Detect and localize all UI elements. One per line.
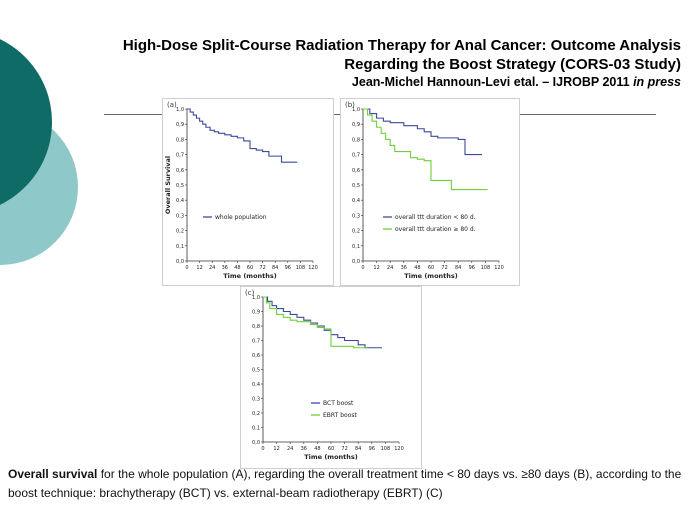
x-tick-label: 96 — [469, 265, 475, 271]
y-tick-label: 0,8 — [252, 324, 260, 330]
survival-chart-c: (c)0,00,10,20,30,40,50,60,70,80,91,00 12 2… — [241, 287, 421, 468]
x-tick-label: 120 — [394, 446, 404, 452]
y-tick-label: 0,4 — [352, 198, 360, 204]
survival-chart-b: (b)0,00,10,20,30,40,50,60,70,80,91,00 12 2… — [341, 99, 519, 285]
y-tick-label: 1,0 — [352, 107, 360, 113]
y-tick-label: 0,2 — [252, 411, 260, 417]
x-tick-label: 84 — [272, 265, 278, 271]
y-tick-label: 0,8 — [352, 137, 360, 143]
y-tick-label: 0,8 — [176, 137, 184, 143]
x-tick-label: 72 — [341, 446, 347, 452]
legend-label: overall ttt duration ≥ 80 d. — [395, 226, 476, 233]
x-tick-label: 12 — [373, 265, 379, 271]
slide-header: High-Dose Split-Course Radiation Therapy… — [123, 36, 681, 91]
x-axis-label: Time (months) — [223, 272, 277, 280]
x-tick-label: 12 — [273, 446, 279, 452]
byline-status: in press — [633, 75, 681, 89]
legend-label: overall ttt duration < 80 d. — [395, 214, 476, 221]
x-tick-label: 72 — [259, 265, 265, 271]
y-tick-label: 0,4 — [252, 382, 260, 388]
x-tick-label: 120 — [494, 265, 504, 271]
y-tick-label: 0,0 — [252, 440, 260, 446]
y-tick-label: 1,0 — [176, 107, 184, 113]
x-tick-label: 96 — [369, 446, 375, 452]
chart-panel-c: (c) 0,0 0,1 0,2 0,3 0,4 0,5 0,6 0,7 0,8 0,9 1,0 0 12 2… — [240, 286, 422, 469]
y-tick-label: 0,6 — [352, 168, 360, 174]
series-line-1 — [263, 297, 382, 348]
decorative-circles — [0, 0, 100, 280]
series-line-2 — [363, 109, 488, 190]
x-tick-label: 0 — [185, 265, 188, 271]
y-tick-label: 0,3 — [352, 213, 360, 219]
x-tick-label: 108 — [296, 265, 306, 271]
x-tick-label: 84 — [455, 265, 461, 271]
x-tick-label: 108 — [481, 265, 491, 271]
y-tick-label: 0,0 — [352, 259, 360, 265]
y-tick-label: 0,5 — [352, 183, 360, 189]
y-tick-label: 0,2 — [176, 229, 184, 235]
x-tick-label: 84 — [355, 446, 361, 452]
y-tick-label: 0,7 — [352, 153, 360, 159]
y-tick-label: 0,9 — [352, 122, 360, 128]
x-tick-label: 36 — [301, 446, 307, 452]
slide-title-line2: Regarding the Boost Strategy (CORS-03 St… — [123, 55, 681, 74]
legend-label: EBRT boost — [323, 412, 357, 419]
y-tick-label: 0,5 — [252, 368, 260, 374]
x-tick-label: 96 — [285, 265, 291, 271]
y-tick-label: 1,0 — [252, 295, 260, 301]
y-tick-label: 0,7 — [252, 339, 260, 345]
figure-caption: Overall survival for the whole populatio… — [8, 465, 683, 503]
y-tick-label: 0,1 — [176, 244, 184, 250]
slide-title-line1: High-Dose Split-Course Radiation Therapy… — [123, 36, 681, 55]
x-axis-label: Time (months) — [404, 272, 458, 280]
y-tick-label: 0,5 — [176, 183, 184, 189]
x-tick-label: 60 — [247, 265, 253, 271]
x-tick-label: 72 — [441, 265, 447, 271]
x-tick-label: 0 — [361, 265, 364, 271]
x-tick-label: 36 — [401, 265, 407, 271]
chart-panel-b: (b) 0,0 0,1 0,2 0,3 0,4 0,5 0,6 0,7 0,8 0,9 1,0 0 12 2… — [340, 98, 520, 286]
y-tick-label: 0,6 — [176, 168, 184, 174]
x-tick-label: 108 — [381, 446, 391, 452]
y-axis-label: Overall Survival — [164, 156, 172, 214]
x-tick-label: 24 — [387, 265, 393, 271]
y-tick-label: 0,9 — [252, 310, 260, 316]
x-tick-label: 60 — [328, 446, 334, 452]
y-tick-label: 0,9 — [176, 122, 184, 128]
x-tick-label: 24 — [209, 265, 215, 271]
x-tick-label: 0 — [261, 446, 264, 452]
y-tick-label: 0,0 — [176, 259, 184, 265]
caption-body: for the whole population (A), regarding … — [8, 467, 681, 500]
y-tick-label: 0,1 — [252, 426, 260, 432]
x-tick-label: 48 — [314, 446, 320, 452]
y-tick-label: 0,6 — [252, 353, 260, 359]
y-tick-label: 0,1 — [352, 244, 360, 250]
legend-label: BCT boost — [323, 400, 354, 407]
y-tick-label: 0,4 — [176, 198, 184, 204]
x-tick-label: 36 — [222, 265, 228, 271]
x-tick-label: 48 — [414, 265, 420, 271]
y-tick-label: 0,7 — [176, 153, 184, 159]
series-line-1 — [187, 109, 297, 162]
byline-text: Jean-Michel Hannoun-Levi etal. – IJROBP … — [352, 75, 630, 89]
y-tick-label: 0,3 — [252, 397, 260, 403]
x-tick-label: 24 — [287, 446, 293, 452]
y-tick-label: 0,2 — [352, 229, 360, 235]
x-tick-label: 12 — [196, 265, 202, 271]
legend-label: whole population — [215, 214, 267, 221]
x-tick-label: 60 — [428, 265, 434, 271]
caption-lead: Overall survival — [8, 467, 97, 481]
x-tick-label: 48 — [234, 265, 240, 271]
x-tick-label: 120 — [308, 265, 318, 271]
byline: Jean-Michel Hannoun-Levi etal. – IJROBP … — [123, 74, 681, 91]
chart-panel-a: (a) 0,0 0,1 0,2 0,3 0,4 0,5 0,6 0,7 0,8 0,9 1,0 0 12 2… — [162, 98, 334, 286]
survival-chart-a: (a)0,00,10,20,30,40,50,60,70,80,91,00 12 2… — [163, 99, 333, 285]
x-axis-label: Time (months) — [304, 453, 358, 461]
y-tick-label: 0,3 — [176, 213, 184, 219]
